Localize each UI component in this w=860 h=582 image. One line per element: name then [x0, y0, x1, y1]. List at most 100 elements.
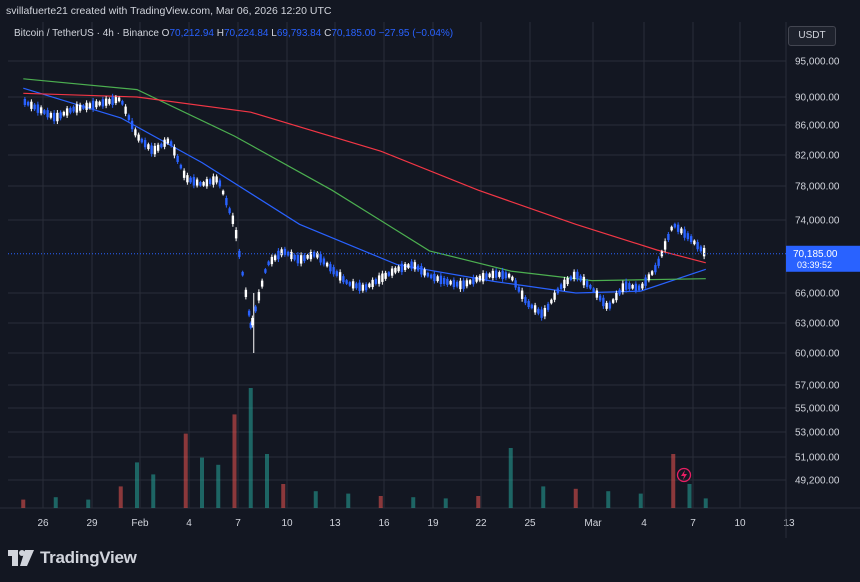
- x-tick-label: 13: [329, 518, 341, 529]
- candle-body: [377, 275, 381, 284]
- volume-bar: [183, 433, 188, 508]
- candle-body: [407, 264, 410, 268]
- candle-body: [322, 258, 326, 265]
- volume-bar: [118, 486, 123, 508]
- volume-bar: [443, 498, 448, 508]
- candle-body: [390, 268, 394, 276]
- volume-bar: [232, 414, 237, 508]
- candle-body: [371, 279, 374, 288]
- candle-body: [494, 270, 498, 278]
- candle-body: [364, 284, 368, 291]
- candle-body: [299, 255, 303, 264]
- candle-body: [381, 273, 384, 282]
- candle-body: [179, 164, 183, 169]
- x-tick-label: 25: [524, 518, 536, 529]
- candle-body: [101, 99, 105, 107]
- candle-body: [420, 266, 423, 275]
- tradingview-logo[interactable]: TradingView: [8, 548, 137, 568]
- x-tick-label: 19: [427, 518, 439, 529]
- candle-body: [46, 110, 49, 118]
- candle-body: [446, 278, 449, 285]
- candle-body: [585, 280, 589, 287]
- lightning-icon[interactable]: [676, 467, 692, 483]
- volume-bar: [313, 491, 318, 508]
- candle-body: [195, 179, 199, 186]
- footer: TradingView: [0, 538, 860, 582]
- candle-body: [241, 271, 244, 276]
- candle-body: [264, 269, 267, 273]
- candle-body: [163, 139, 166, 147]
- candle-body: [303, 255, 306, 262]
- lightning-bolt-icon: [681, 470, 687, 480]
- candle-body: [660, 251, 664, 257]
- candle-body: [511, 276, 514, 281]
- x-tick-label: Feb: [131, 518, 149, 529]
- candle-body: [244, 289, 248, 297]
- candle-body: [114, 97, 118, 104]
- x-tick-label: 4: [186, 518, 192, 529]
- high-value: 70,224.84: [223, 28, 269, 39]
- candle-body: [608, 302, 612, 309]
- candle-body: [663, 241, 667, 250]
- candle-body: [257, 292, 261, 301]
- price-chart[interactable]: 26 29 Feb 4 7 10 13 16 19 22 25 Mar 4 7 10 13 95,000.00 9…: [0, 22, 860, 538]
- candle-body: [117, 97, 121, 102]
- candle-body: [667, 233, 670, 240]
- candle-body: [462, 280, 465, 289]
- author-credit: svillafuerte21 created with TradingView.…: [6, 5, 332, 17]
- candle-body: [579, 275, 582, 281]
- candle-body: [621, 283, 625, 292]
- y-tick-label: 78,000.00: [795, 182, 840, 193]
- candle-body: [208, 179, 212, 185]
- candle-body: [283, 248, 287, 255]
- candle-body: [459, 280, 462, 290]
- candle-body: [82, 105, 85, 109]
- candle-body: [36, 104, 40, 113]
- candle-body: [452, 279, 456, 288]
- candle-body: [52, 112, 56, 122]
- candle-body: [650, 271, 654, 275]
- candle-body: [491, 270, 495, 279]
- x-tick-label: 16: [378, 518, 390, 529]
- candle-body: [641, 283, 644, 289]
- quote-currency-button[interactable]: USDT: [788, 26, 836, 46]
- volume-bar: [86, 499, 91, 508]
- symbol-legend: Bitcoin / TetherUS · 4h · Binance O70,21…: [14, 28, 453, 39]
- volume-bar: [573, 488, 578, 508]
- candle-body: [683, 229, 686, 238]
- candle-body: [358, 282, 361, 291]
- candle-body: [156, 144, 160, 151]
- candle-body: [481, 273, 485, 282]
- last-price-label-bg: [786, 245, 860, 272]
- candle-body: [468, 280, 472, 284]
- candle-body: [416, 265, 420, 271]
- candle-body: [329, 264, 332, 272]
- y-tick-label: 53,000.00: [795, 428, 840, 439]
- candle-body: [251, 317, 254, 326]
- symbol-name[interactable]: Bitcoin / TetherUS · 4h · Binance: [14, 28, 159, 39]
- candle-body: [680, 228, 683, 234]
- candle-body: [644, 277, 647, 286]
- candle-body: [348, 282, 352, 286]
- candle-body: [338, 272, 342, 281]
- candle-body: [104, 98, 108, 106]
- last-price-label: 70,185.00: [793, 249, 838, 260]
- candle-body: [624, 281, 628, 290]
- x-tick-label: 26: [37, 518, 49, 529]
- candle-body: [309, 251, 313, 260]
- candle-body: [62, 111, 66, 116]
- candle-body: [433, 273, 436, 282]
- candle-body: [582, 276, 586, 286]
- candle-body: [160, 143, 163, 148]
- candle-body: [26, 101, 30, 106]
- candle-body: [559, 284, 563, 290]
- y-tick-label: 66,000.00: [795, 289, 840, 300]
- volume-bar: [248, 388, 253, 508]
- candle-body: [212, 176, 215, 185]
- candle-body: [387, 272, 391, 276]
- candle-body: [410, 261, 413, 269]
- candle-body: [598, 295, 602, 301]
- candle-body: [30, 101, 33, 109]
- volume-bar: [21, 499, 26, 508]
- chart-background: [0, 22, 860, 538]
